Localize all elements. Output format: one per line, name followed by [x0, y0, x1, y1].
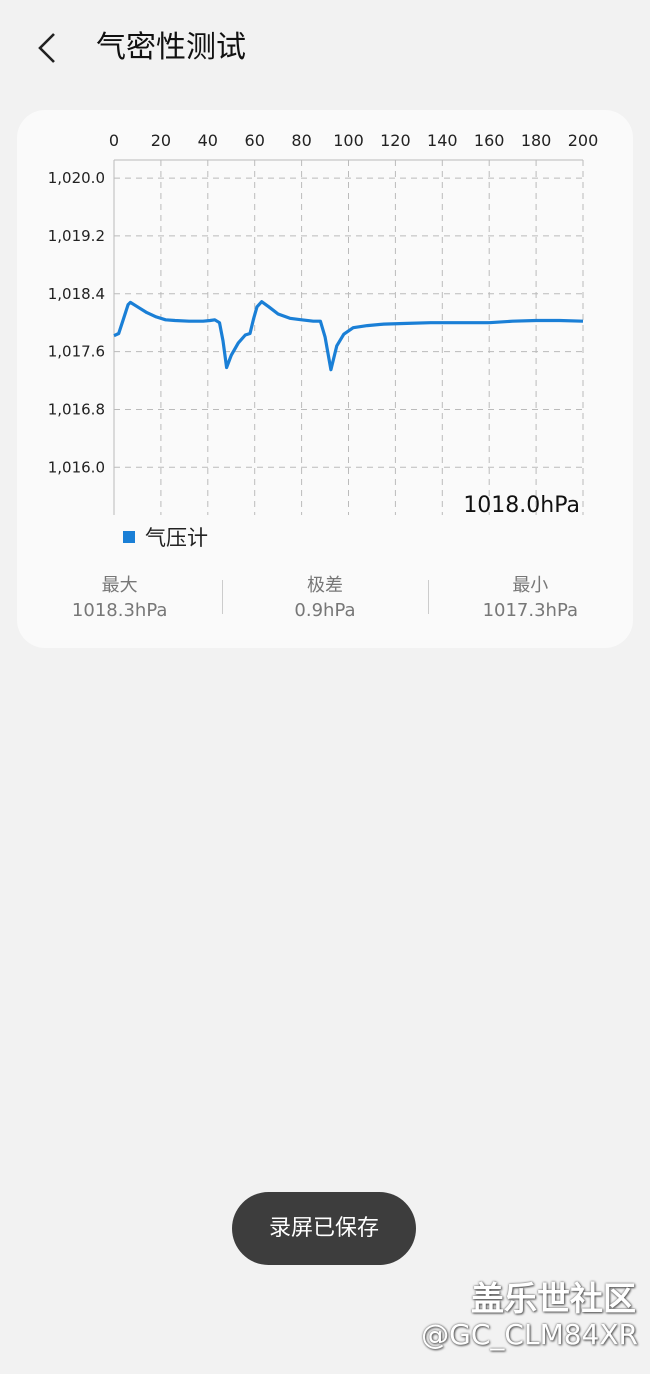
watermark-user: @GC_CLM84XR: [421, 1318, 638, 1351]
stat-value: 1018.3hPa: [71, 600, 168, 621]
y-tick-label: 1,020.0: [48, 169, 105, 187]
x-tick-label: 20: [151, 131, 171, 150]
x-tick-label: 140: [427, 131, 458, 150]
x-tick-label: 180: [521, 131, 552, 150]
stat-value: 1017.3hPa: [482, 600, 579, 621]
page-title: 气密性测试: [96, 30, 246, 65]
x-tick-label: 60: [245, 131, 265, 150]
chart-card: 0 20 40 60 80 100 120 140 160 180 200 1,020.0 1,019.…: [17, 110, 633, 648]
y-tick-label: 1,016.8: [48, 400, 105, 418]
stat-min: 最小 1017.3hPa: [427, 574, 633, 624]
stats-row: 最大 1018.3hPa 极差 0.9hPa 最小 1017.3hPa: [17, 574, 633, 624]
y-tick-label: 1,016.0: [48, 458, 105, 476]
stat-value: 0.9hPa: [294, 600, 356, 621]
chart-legend: 气压计: [123, 522, 208, 552]
stat-label: 最大: [101, 575, 138, 596]
pressure-chart: 0 20 40 60 80 100 120 140 160 180 200 1,020.0 1,019.…: [48, 131, 599, 518]
x-tick-label: 160: [474, 131, 505, 150]
x-tick-label: 100: [333, 131, 364, 150]
stat-label: 极差: [306, 575, 343, 596]
stat-range: 极差 0.9hPa: [222, 574, 427, 624]
y-tick-label: 1,018.4: [48, 285, 105, 303]
x-tick-label: 200: [568, 131, 599, 150]
watermark-title: 盖乐世社区: [471, 1279, 636, 1318]
series-line: [113, 300, 584, 372]
current-value-label: 1018.0hPa: [463, 493, 580, 518]
y-tick-label: 1,017.6: [48, 343, 105, 361]
x-tick-label: 120: [380, 131, 411, 150]
x-tick-label: 80: [291, 131, 311, 150]
legend-label: 气压计: [145, 526, 208, 550]
x-tick-label: 0: [109, 131, 119, 150]
x-tick-label: 40: [198, 131, 218, 150]
toast-message: 录屏已保存: [232, 1192, 416, 1265]
chevron-left-icon: [38, 33, 55, 63]
y-tick-label: 1,019.2: [48, 227, 105, 245]
legend-swatch: [123, 531, 135, 543]
stat-max: 最大 1018.3hPa: [17, 574, 222, 624]
stat-label: 最小: [512, 575, 549, 596]
back-button[interactable]: [30, 28, 66, 68]
